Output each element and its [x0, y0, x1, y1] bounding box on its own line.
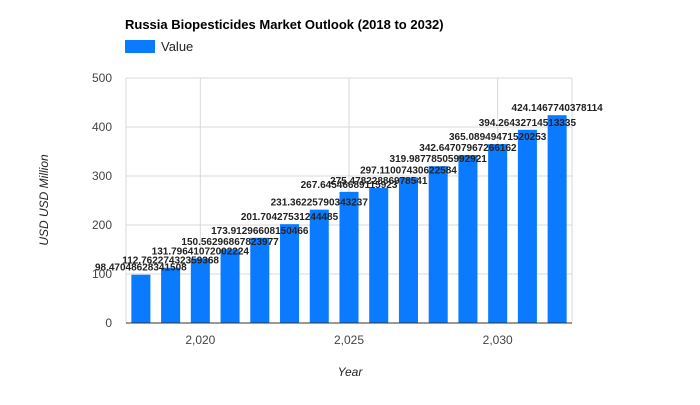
data-label: 275.47822886978541 [330, 176, 428, 187]
bars [131, 115, 567, 323]
data-label: 131.79641072002224 [152, 246, 250, 257]
bar [488, 144, 508, 323]
data-label: 112.76227432359368 [122, 256, 219, 267]
axes: 0 100 200 300 400 500 2,020 2,025 2,030 [92, 71, 572, 347]
bar [280, 224, 300, 323]
data-label: 201.70427531244485 [241, 212, 339, 223]
bar [339, 191, 359, 323]
bar [517, 129, 537, 323]
chart-title: Russia Biopesticides Market Outlook (201… [125, 17, 444, 32]
y-tick-label: 100 [92, 267, 112, 281]
bar [250, 237, 270, 323]
bar [398, 177, 418, 323]
data-label: 267.64546689115923 [301, 180, 398, 191]
data-label: 297.11007430622584 [360, 165, 457, 176]
y-tick-label: 500 [92, 71, 112, 85]
bar [190, 258, 210, 323]
bar [547, 115, 567, 323]
legend-label-value: Value [161, 39, 193, 54]
bar [458, 155, 478, 323]
data-label: 173.91296608150466 [211, 226, 309, 237]
y-tick-label: 300 [92, 169, 112, 183]
y-tick-label: 0 [105, 316, 112, 330]
x-tick-label: 2,025 [334, 333, 364, 347]
legend-swatch-value [125, 40, 155, 53]
bar [309, 209, 329, 323]
data-label: 424.1467740378114 [512, 103, 604, 114]
bar [369, 188, 389, 323]
data-label: 365.08949471520253 [449, 132, 547, 143]
x-tick-label: 2,030 [483, 333, 513, 347]
x-axis-title: Year [338, 365, 364, 379]
y-tick-label: 400 [92, 120, 112, 134]
bar [428, 166, 448, 323]
data-label: 150.56296867823977 [181, 237, 279, 248]
data-label: 342.64707967266162 [419, 143, 517, 154]
y-axis-title: USD USD Million [37, 154, 51, 246]
bar [131, 274, 151, 323]
x-tick-label: 2,020 [185, 333, 215, 347]
data-labels: 98.47048628341508112.76227432359368131.7… [95, 103, 603, 274]
bar [220, 249, 240, 323]
legend: Value [125, 39, 193, 54]
bar [161, 267, 181, 323]
data-label: 319.98778505992921 [390, 154, 488, 165]
data-label: 98.47048628341508 [95, 263, 187, 274]
y-tick-label: 200 [92, 218, 112, 232]
data-label: 231.36225790343237 [271, 198, 369, 209]
data-label: 394.26432714513335 [479, 118, 577, 129]
